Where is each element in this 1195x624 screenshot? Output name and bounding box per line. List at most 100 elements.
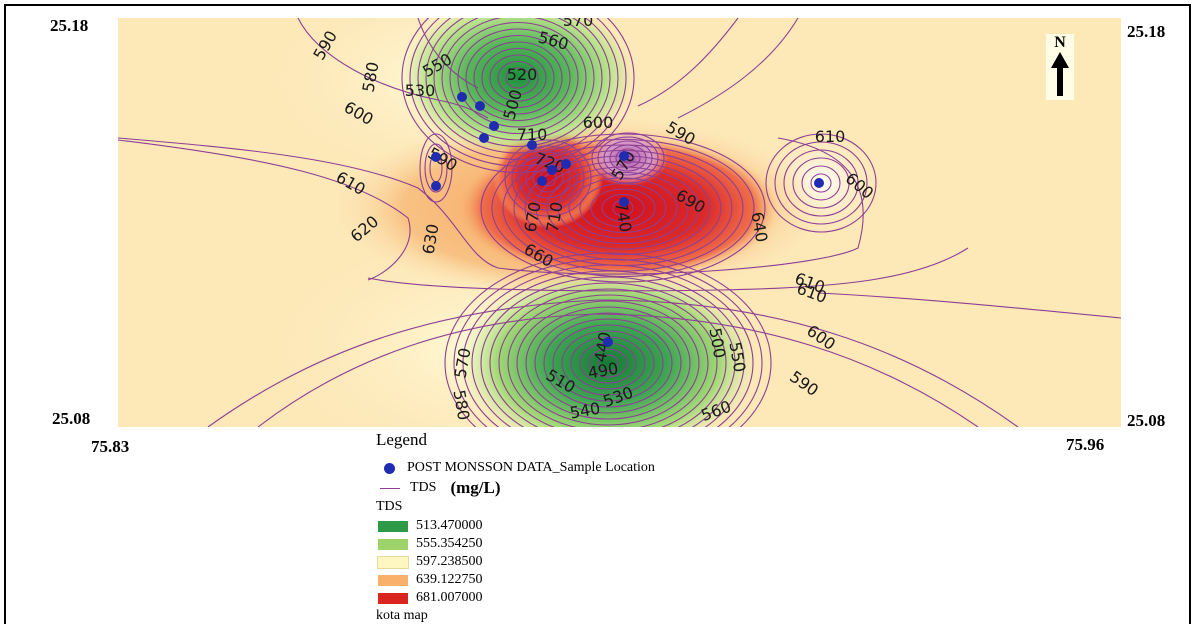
contour-line: [561, 330, 655, 396]
tds-contour-map: 590 570 560 580 550 520 530 500 600 600 590 570 710 5…: [118, 18, 1121, 427]
contour-label: 520: [507, 65, 538, 84]
sample-point: [537, 176, 547, 186]
north-arrow: N: [1046, 34, 1074, 100]
contour-line: [783, 149, 859, 217]
sample-points: [431, 92, 824, 347]
contour-line: [473, 41, 563, 115]
contour-line: [433, 18, 603, 148]
sample-point: [547, 165, 557, 175]
sample-point: [561, 159, 571, 169]
green-zone-south: [458, 268, 758, 427]
sample-point: [431, 152, 441, 162]
contour-line: [817, 292, 1121, 319]
contour-line: [441, 18, 595, 141]
contour-line: [257, 313, 979, 427]
contour-line: [810, 173, 832, 193]
legend-class-label: 513.470000: [416, 518, 483, 533]
contour-line: [601, 193, 645, 223]
contour-line: [444, 252, 772, 427]
contour-line: [677, 18, 799, 119]
contour-line: [637, 18, 739, 107]
contour-line: [518, 151, 578, 205]
contour-line: [505, 67, 531, 89]
contour-line: [546, 166, 700, 250]
legend-class-label: 555.354250: [416, 536, 483, 551]
legend-sample-label: POST MONSSON DATA_Sample Location: [407, 460, 655, 475]
contour-line: [597, 136, 659, 180]
legend-class-row: 597.238500: [376, 554, 483, 570]
green-zone-north: [403, 18, 633, 154]
contour-line: [511, 145, 585, 211]
contour-line: [481, 47, 555, 109]
contour-line: [417, 18, 479, 89]
lat-bottom-right: 25.08: [1127, 411, 1166, 430]
contour-line: [525, 157, 571, 199]
contour-line: [425, 18, 611, 154]
contour-line: [588, 348, 628, 378]
legend-tds-heading: TDS: [376, 499, 403, 514]
contour-line: [489, 54, 547, 102]
sample-point: [619, 197, 629, 207]
contour-line: [543, 318, 673, 408]
north-label: N: [1054, 34, 1066, 51]
contour-line: [449, 21, 587, 135]
contour-line: [409, 18, 627, 167]
sample-point: [431, 181, 441, 191]
contour-line: [615, 148, 641, 168]
contour-line: [590, 188, 656, 228]
legend-unit: (mg/L): [450, 478, 501, 497]
contour-line: [525, 306, 691, 420]
legend-contour-row: TDS (mg/L): [376, 478, 501, 498]
contour-line: [401, 18, 635, 174]
tds-contour-lines: [118, 18, 1121, 427]
contour-line: [765, 133, 877, 233]
contour-line: [489, 282, 727, 427]
sample-point: [457, 92, 467, 102]
contour-line: [579, 182, 667, 234]
contour-line: [513, 149, 733, 267]
contour-line: [774, 141, 868, 225]
contour-line: [457, 28, 579, 128]
contour-label: 710: [517, 125, 548, 144]
legend-tds-heading-row: TDS: [376, 499, 402, 515]
contour-line: [792, 157, 850, 209]
legend-swatch: [378, 592, 408, 604]
map-frame: [4, 4, 1191, 624]
sample-point: [527, 140, 537, 150]
contour-line: [480, 133, 766, 283]
sample-point: [489, 121, 499, 131]
contour-line: [491, 138, 755, 278]
contour-line: [603, 140, 653, 176]
contour-line: [552, 324, 664, 402]
lat-bottom-left: 25.08: [52, 409, 91, 428]
legend: Legend POST MONSSON DATA_Sample Location…: [376, 430, 896, 624]
sample-point: [475, 101, 485, 111]
legend-footer-row: kota map: [376, 608, 428, 624]
contour-line: [507, 294, 709, 427]
legend-swatch: [378, 574, 408, 586]
contour-line: [801, 165, 841, 201]
lat-top-left: 25.18: [50, 16, 89, 35]
contour-line: [516, 300, 700, 426]
legend-class-label: 681.007000: [416, 590, 483, 605]
legend-swatch: [377, 555, 409, 569]
lon-bottom-right: 75.96: [1066, 435, 1105, 454]
legend-contour-label: TDS: [410, 480, 437, 495]
contour-line: [504, 139, 592, 217]
contour-line: [497, 60, 539, 96]
contour-line: [609, 144, 647, 172]
contour-label: 570: [563, 18, 594, 30]
sample-point: [479, 133, 489, 143]
legend-swatch: [378, 520, 408, 532]
contour-line: [557, 171, 689, 245]
contour-line: [498, 288, 718, 427]
legend-class-label: 639.122750: [416, 572, 483, 587]
legend-class-row: 513.470000: [376, 518, 483, 534]
contour-line: [532, 163, 564, 193]
lat-top-right: 25.18: [1127, 22, 1166, 41]
contour-line: [118, 137, 864, 275]
contour-line: [568, 177, 678, 239]
legend-footer: kota map: [376, 608, 428, 623]
sample-point: [603, 337, 613, 347]
